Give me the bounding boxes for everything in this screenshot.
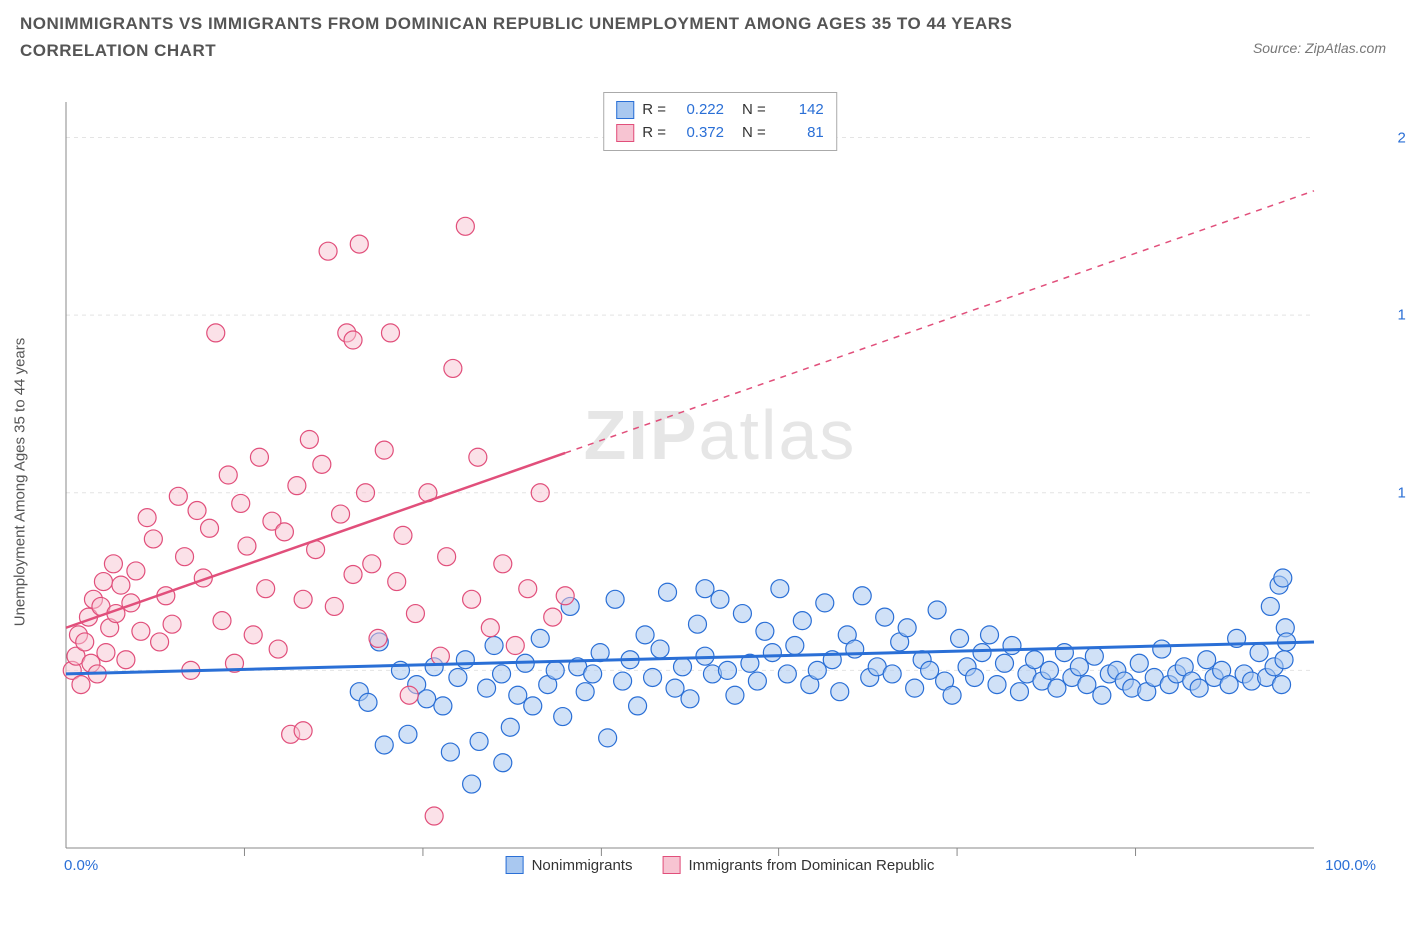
x-axis-min-label: 0.0% (64, 857, 98, 874)
legend-label: Nonimmigrants (532, 857, 633, 874)
legend-stat-row: R = 0.372 N = 81 (616, 122, 824, 145)
legend-swatch (616, 101, 634, 119)
scatter-chart (60, 92, 1380, 872)
y-tick-label: 10.0% (1397, 484, 1406, 501)
x-axis-max-label: 100.0% (1325, 857, 1376, 874)
legend-stats: R = 0.222 N = 142 R = 0.372 N = 81 (603, 92, 837, 151)
y-axis-label: Unemployment Among Ages 35 to 44 years (12, 338, 29, 627)
legend-swatch (662, 856, 680, 874)
legend-series: Nonimmigrants Immigrants from Dominican R… (506, 856, 935, 874)
r-value: 0.372 (674, 122, 724, 145)
n-value: 142 (774, 99, 824, 122)
n-label: N = (742, 122, 766, 145)
r-label: R = (642, 99, 666, 122)
legend-swatch (616, 124, 634, 142)
legend-stat-row: R = 0.222 N = 142 (616, 99, 824, 122)
legend-item: Nonimmigrants (506, 856, 633, 874)
source-attribution: Source: ZipAtlas.com (1253, 40, 1386, 56)
y-tick-label: 20.0% (1397, 129, 1406, 146)
plot-area: Unemployment Among Ages 35 to 44 years Z… (60, 92, 1380, 872)
chart-title: NONIMMIGRANTS VS IMMIGRANTS FROM DOMINIC… (20, 10, 1140, 64)
r-value: 0.222 (674, 99, 724, 122)
legend-label: Immigrants from Dominican Republic (688, 857, 934, 874)
n-label: N = (742, 99, 766, 122)
legend-item: Immigrants from Dominican Republic (662, 856, 934, 874)
y-tick-label: 15.0% (1397, 307, 1406, 324)
legend-swatch (506, 856, 524, 874)
r-label: R = (642, 122, 666, 145)
n-value: 81 (774, 122, 824, 145)
